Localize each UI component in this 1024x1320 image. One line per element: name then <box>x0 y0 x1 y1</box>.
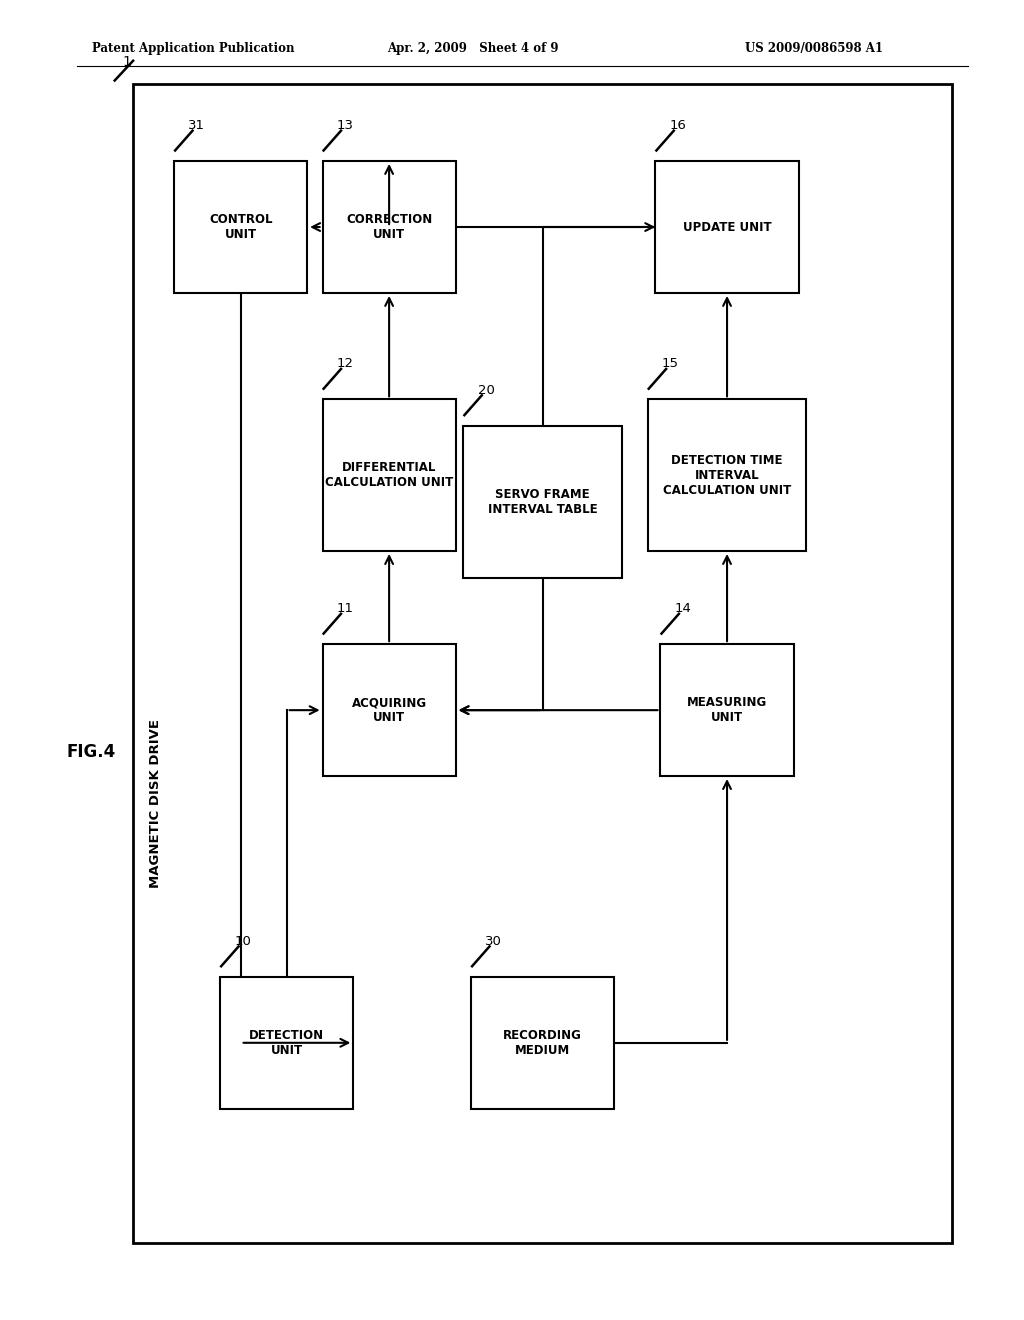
Text: 13: 13 <box>337 119 354 132</box>
Text: US 2009/0086598 A1: US 2009/0086598 A1 <box>745 42 884 54</box>
Text: ACQUIRING
UNIT: ACQUIRING UNIT <box>351 696 427 725</box>
Text: CORRECTION
UNIT: CORRECTION UNIT <box>346 213 432 242</box>
Text: 20: 20 <box>477 384 495 396</box>
Bar <box>323 161 456 293</box>
Text: FIG.4: FIG.4 <box>67 743 116 762</box>
Text: Patent Application Publication: Patent Application Publication <box>92 42 295 54</box>
Text: 16: 16 <box>670 119 686 132</box>
Text: 31: 31 <box>188 119 206 132</box>
Text: UPDATE UNIT: UPDATE UNIT <box>683 220 771 234</box>
Bar <box>220 977 353 1109</box>
Text: 11: 11 <box>337 602 354 615</box>
Text: MEASURING
UNIT: MEASURING UNIT <box>687 696 767 725</box>
Text: CONTROL
UNIT: CONTROL UNIT <box>209 213 272 242</box>
Text: MAGNETIC DISK DRIVE: MAGNETIC DISK DRIVE <box>150 718 162 887</box>
Bar <box>655 161 799 293</box>
Text: 14: 14 <box>675 602 691 615</box>
Text: DETECTION
UNIT: DETECTION UNIT <box>249 1028 325 1057</box>
Text: SERVO FRAME
INTERVAL TABLE: SERVO FRAME INTERVAL TABLE <box>487 487 598 516</box>
Bar <box>174 161 307 293</box>
Text: 10: 10 <box>234 935 251 948</box>
Bar <box>660 644 794 776</box>
Bar <box>647 400 807 552</box>
Text: 1: 1 <box>123 54 132 69</box>
Text: Apr. 2, 2009   Sheet 4 of 9: Apr. 2, 2009 Sheet 4 of 9 <box>387 42 558 54</box>
Bar <box>471 977 614 1109</box>
Text: 15: 15 <box>662 358 679 370</box>
Text: RECORDING
MEDIUM: RECORDING MEDIUM <box>503 1028 583 1057</box>
Bar <box>463 425 623 578</box>
Text: DETECTION TIME
INTERVAL
CALCULATION UNIT: DETECTION TIME INTERVAL CALCULATION UNIT <box>663 454 792 496</box>
Text: DIFFERENTIAL
CALCULATION UNIT: DIFFERENTIAL CALCULATION UNIT <box>325 461 454 490</box>
Bar <box>323 644 456 776</box>
Text: 12: 12 <box>337 358 354 370</box>
Bar <box>133 84 952 1243</box>
Bar <box>323 400 456 552</box>
Text: 30: 30 <box>485 935 502 948</box>
